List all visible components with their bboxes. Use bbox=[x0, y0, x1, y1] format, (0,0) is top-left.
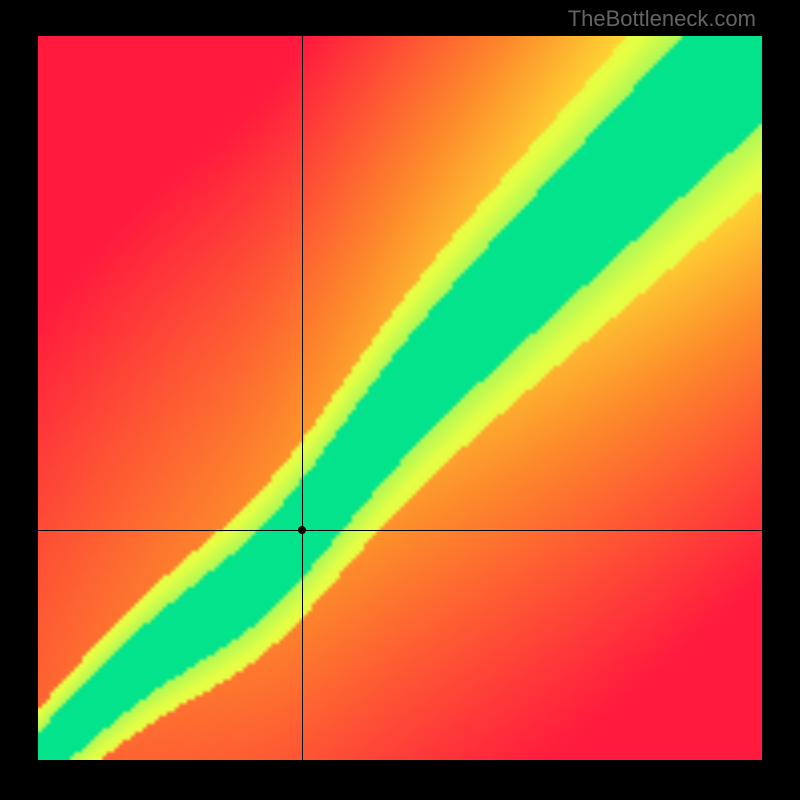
marker-point bbox=[298, 526, 306, 534]
crosshair-vertical bbox=[302, 36, 303, 760]
watermark-text: TheBottleneck.com bbox=[568, 6, 756, 32]
plot-area bbox=[38, 36, 762, 760]
heatmap-canvas bbox=[38, 36, 762, 760]
crosshair-horizontal bbox=[38, 530, 762, 531]
